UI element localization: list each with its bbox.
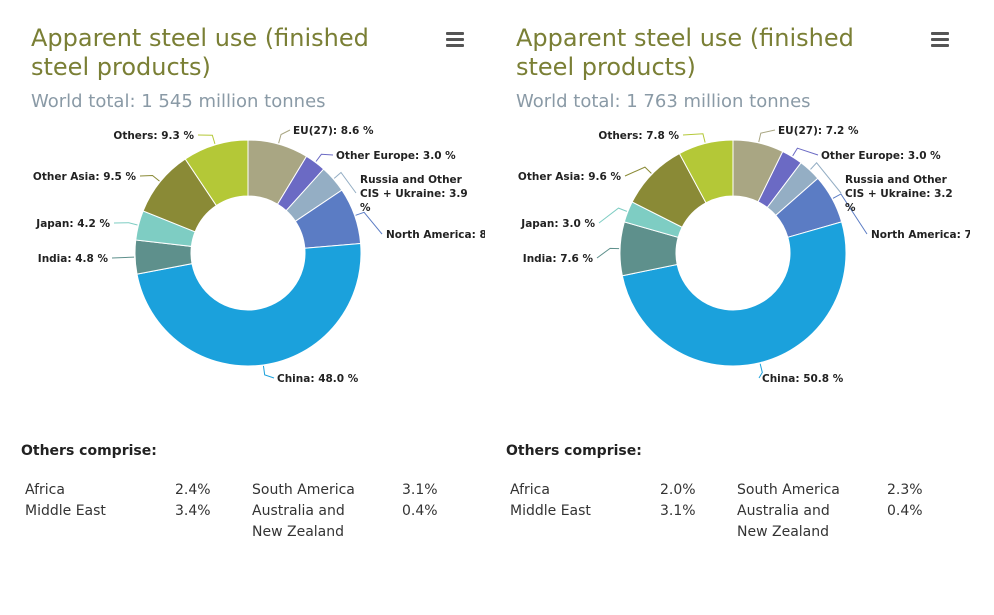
- connector-line: [197, 134, 216, 145]
- chart-panel-1: Apparent steel use (finished steel produ…: [0, 0, 485, 615]
- connector-line: [624, 166, 652, 177]
- data-label: Others: 9.3 %: [113, 130, 194, 142]
- data-label: China: 50.8 %: [762, 373, 844, 385]
- donut-chart: EU(27): 8.6 % Other Europe: 3.0 % Russia a…: [0, 115, 485, 405]
- others-africa-label: Africa: [510, 482, 550, 498]
- connector-line: [758, 129, 776, 143]
- slice-china[interactable]: [621, 221, 847, 367]
- others-south-america-label: South America: [252, 482, 355, 498]
- others-australia-value: 0.4%: [402, 503, 438, 519]
- donut-chart-svg: EU(27): 8.6 % Other Europe: 3.0 % Russia a…: [33, 125, 485, 385]
- others-south-america-label: South America: [737, 482, 840, 498]
- chart-subtitle: World total: 1 763 million tonnes: [516, 91, 811, 112]
- others-africa-value: 2.0%: [660, 482, 696, 498]
- others-heading: Others comprise:: [506, 443, 642, 459]
- slice-china[interactable]: [136, 242, 362, 367]
- donut-chart-svg: EU(27): 7.2 % Other Europe: 3.0 % Russia a…: [518, 125, 970, 385]
- others-new-zealand-label: New Zealand: [252, 524, 344, 540]
- connector-line: [758, 363, 763, 379]
- chart-subtitle: World total: 1 545 million tonnes: [31, 91, 326, 112]
- data-label: Other Europe: 3.0 %: [336, 150, 456, 162]
- data-label: %: [845, 202, 856, 214]
- others-new-zealand-label: New Zealand: [737, 524, 829, 540]
- data-label: India: 4.8 %: [38, 253, 109, 265]
- connector-line: [333, 171, 357, 194]
- data-label: %: [360, 202, 371, 214]
- donut-chart: EU(27): 7.2 % Other Europe: 3.0 % Russia a…: [485, 115, 970, 405]
- others-south-america-value: 3.1%: [402, 482, 438, 498]
- chart-title: Apparent steel use (finished steel produ…: [31, 24, 369, 81]
- others-middle-east-value: 3.4%: [175, 503, 211, 519]
- data-label: Japan: 3.0 %: [520, 218, 595, 230]
- data-label: Others: 7.8 %: [598, 130, 679, 142]
- connector-line: [113, 222, 138, 226]
- hamburger-menu-icon[interactable]: [446, 32, 464, 48]
- data-label: North America: 7: [871, 229, 970, 241]
- data-label: Russia and Other: [845, 174, 948, 186]
- others-australia-label: Australia and: [737, 503, 830, 519]
- connector-line: [792, 147, 819, 157]
- chart-title: Apparent steel use (finished steel produ…: [516, 24, 854, 81]
- connector-line: [139, 174, 160, 182]
- others-africa-label: Africa: [25, 482, 65, 498]
- slice-others[interactable]: [678, 139, 734, 204]
- data-label: North America: 8: [386, 229, 485, 241]
- others-africa-value: 2.4%: [175, 482, 211, 498]
- data-label: Russia and Other: [360, 174, 463, 186]
- connector-line: [278, 129, 291, 144]
- connector-line: [355, 211, 383, 235]
- connector-line: [596, 247, 620, 259]
- chart-panel-2: Apparent steel use (finished steel produ…: [485, 0, 970, 615]
- others-middle-east-value: 3.1%: [660, 503, 696, 519]
- data-label: EU(27): 8.6 %: [293, 125, 374, 137]
- data-label: Other Asia: 9.5 %: [33, 171, 137, 183]
- data-label: India: 7.6 %: [523, 253, 594, 265]
- connector-line: [832, 193, 868, 235]
- connector-line: [810, 162, 842, 194]
- others-heading: Others comprise:: [21, 443, 157, 459]
- data-label: Other Europe: 3.0 %: [821, 150, 941, 162]
- data-label: CIS + Ukraine: 3.9: [360, 188, 468, 200]
- others-south-america-value: 2.3%: [887, 482, 923, 498]
- data-label: China: 48.0 %: [277, 373, 359, 385]
- connector-line: [111, 256, 135, 259]
- others-middle-east-label: Middle East: [25, 503, 106, 519]
- data-label: Japan: 4.2 %: [35, 218, 110, 230]
- connector-line: [598, 207, 628, 224]
- slice-others[interactable]: [184, 139, 249, 207]
- data-label: Other Asia: 9.6 %: [518, 171, 622, 183]
- others-middle-east-label: Middle East: [510, 503, 591, 519]
- connector-line: [315, 153, 334, 162]
- hamburger-menu-icon[interactable]: [931, 32, 949, 48]
- connector-line: [682, 133, 706, 143]
- others-australia-value: 0.4%: [887, 503, 923, 519]
- data-label: CIS + Ukraine: 3.2: [845, 188, 953, 200]
- data-label: EU(27): 7.2 %: [778, 125, 859, 137]
- others-australia-label: Australia and: [252, 503, 345, 519]
- connector-line: [262, 365, 275, 379]
